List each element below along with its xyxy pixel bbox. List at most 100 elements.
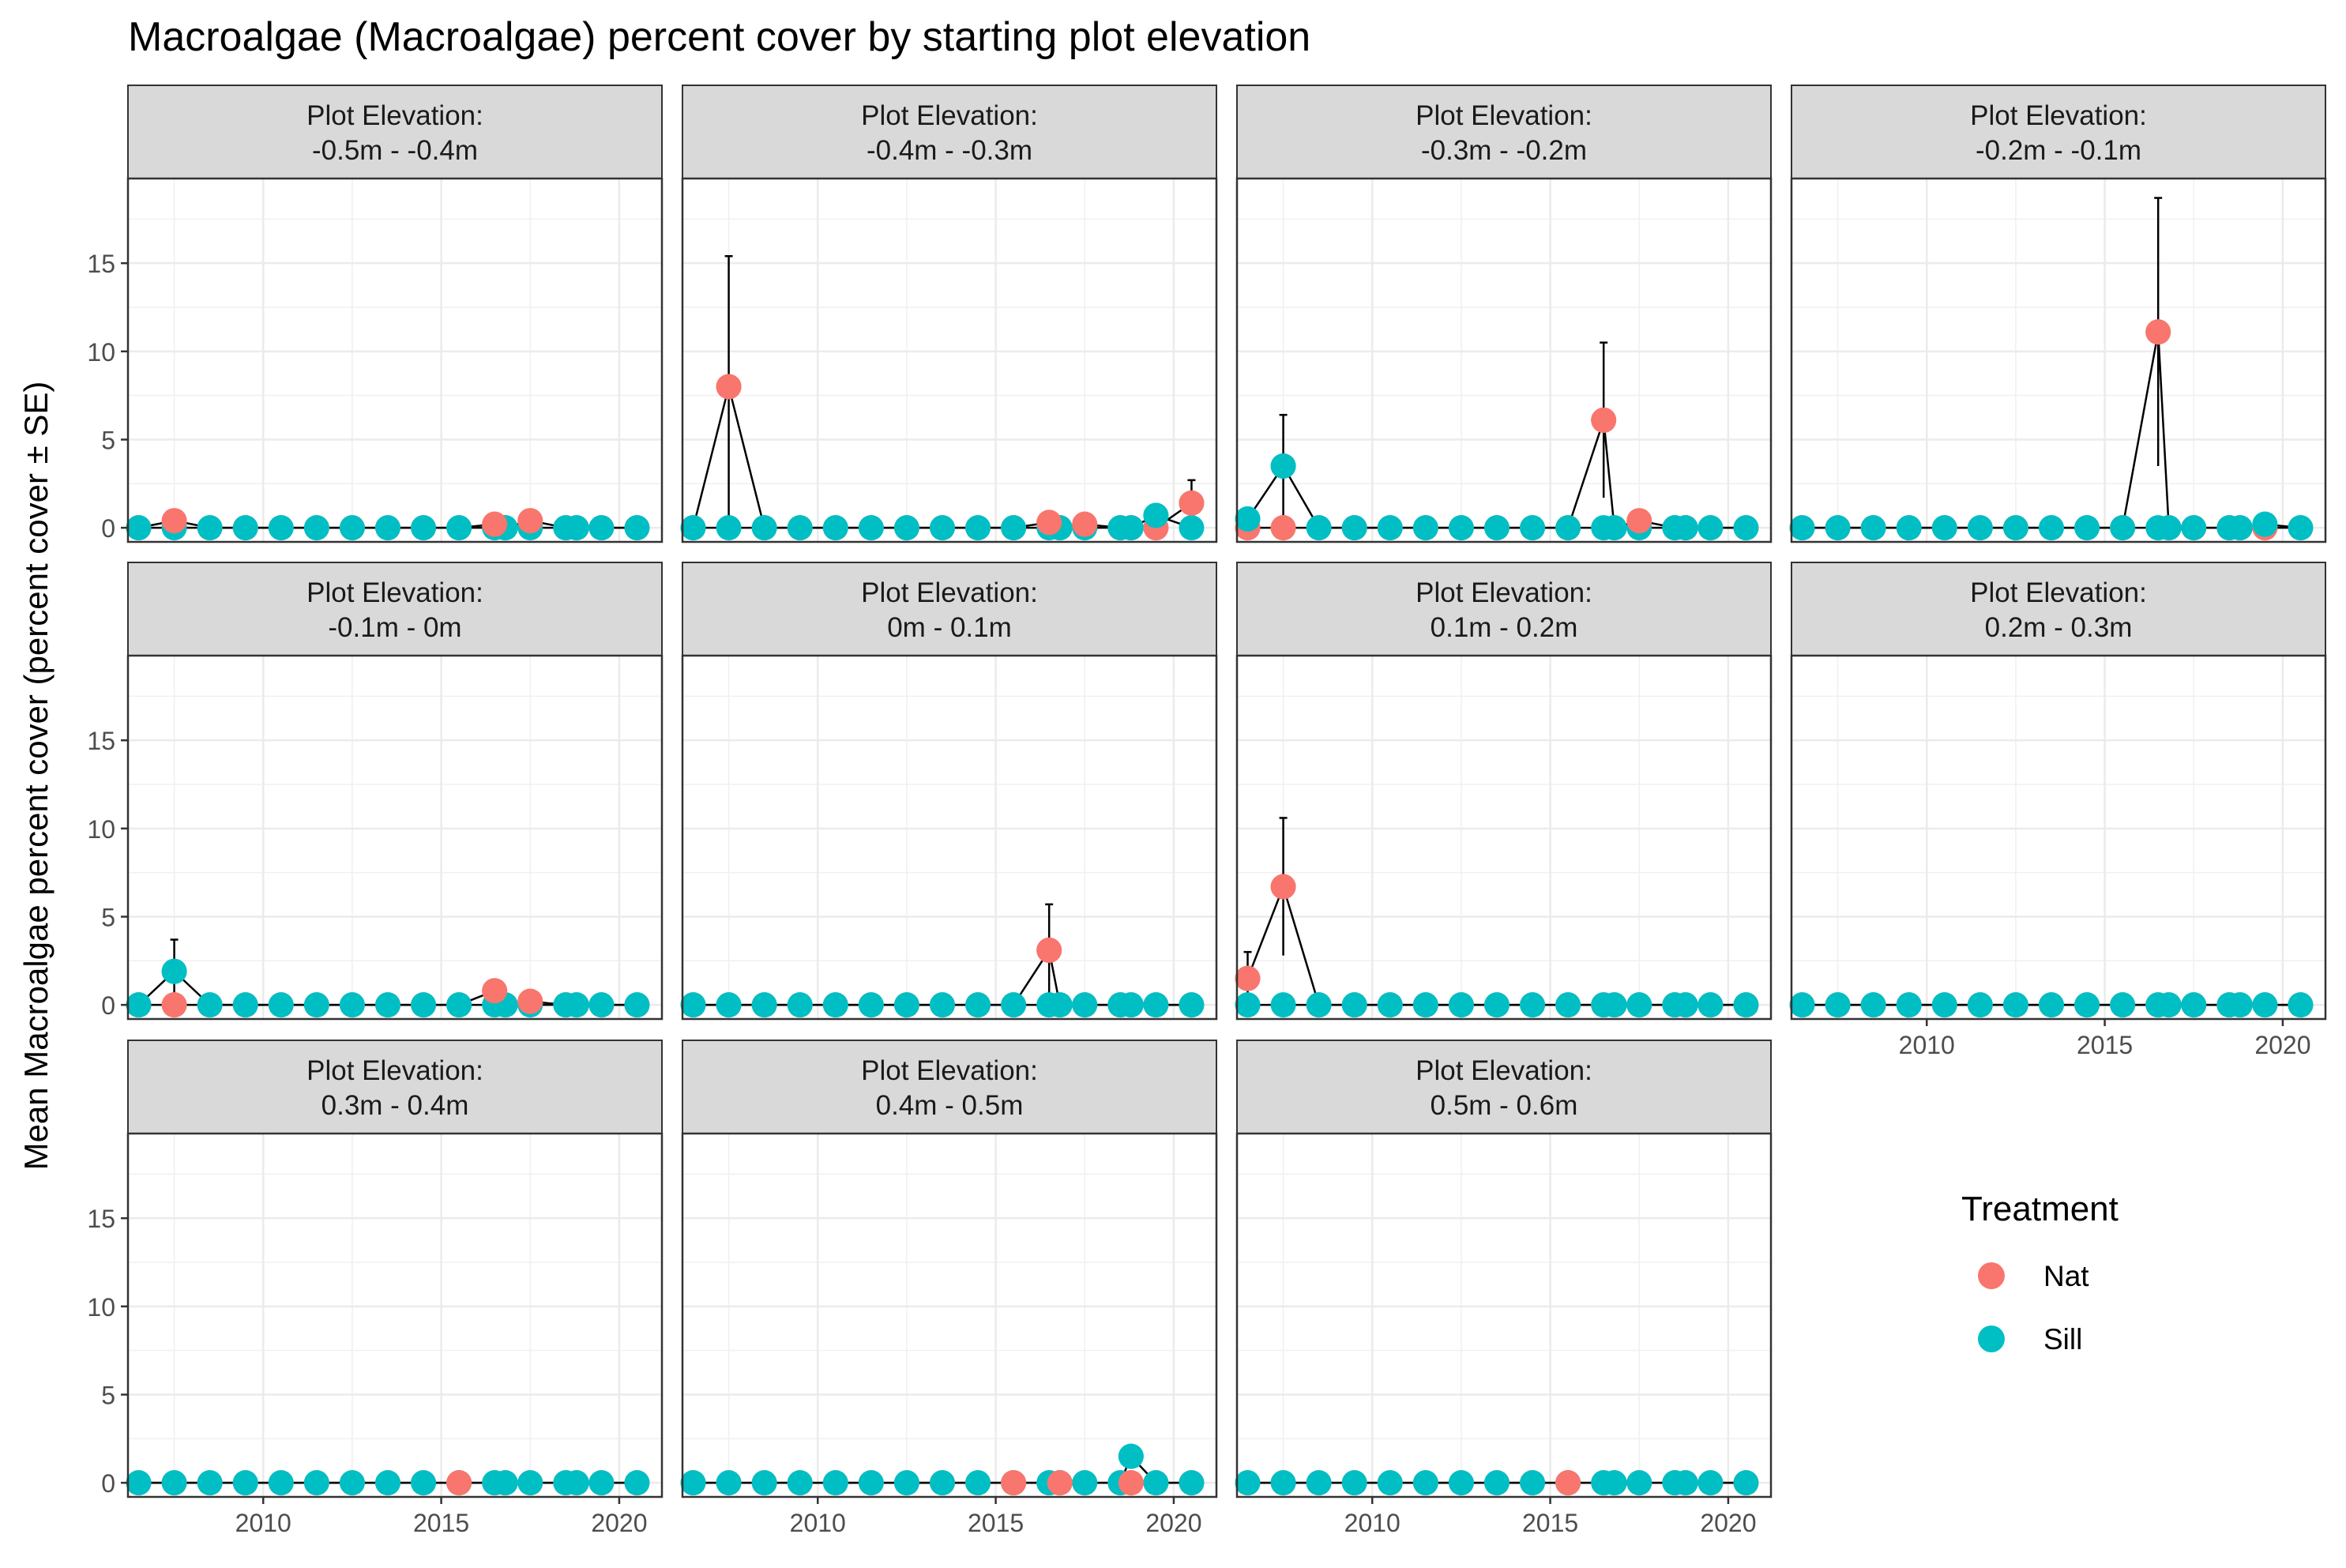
data-point-sill: [2074, 515, 2100, 541]
data-point-sill: [787, 1470, 813, 1496]
data-point-sill: [1306, 515, 1332, 541]
data-point-sill: [929, 1470, 955, 1496]
x-tick-label: 2020: [591, 1509, 647, 1537]
data-point-sill: [751, 1470, 777, 1496]
data-point-nat: [161, 992, 187, 1018]
data-point-sill: [1118, 515, 1144, 541]
data-point-sill: [1118, 1443, 1144, 1469]
legend-entry-nat: Nat: [1978, 1260, 2089, 1292]
data-point-sill: [1306, 992, 1332, 1018]
data-point-sill: [680, 1470, 706, 1496]
data-point-sill: [1697, 515, 1724, 541]
data-point-nat: [1036, 510, 1062, 536]
legend-label: Sill: [2043, 1323, 2082, 1356]
data-point-sill: [303, 515, 329, 541]
data-point-sill: [411, 992, 437, 1018]
data-point-sill: [965, 992, 991, 1018]
data-point-sill: [563, 1470, 589, 1496]
facet-strip-prefix: Plot Elevation:: [861, 100, 1038, 131]
data-point-sill: [893, 1470, 919, 1496]
x-axis: 2010 2015 2020: [235, 1497, 648, 1537]
data-point-sill: [1697, 1470, 1724, 1496]
data-point-sill: [624, 1470, 650, 1496]
panel-border: [1790, 654, 2327, 1021]
data-point-sill: [858, 1470, 884, 1496]
data-point-sill: [1626, 992, 1652, 1018]
data-point-sill: [2181, 515, 2207, 541]
facet-panel: Plot Elevation: 0.5m - 0.6m 2010 2015 2020: [1235, 1040, 1773, 1537]
facet-strip-prefix: Plot Elevation:: [1970, 100, 2147, 131]
panel-border: [126, 1132, 664, 1498]
data-point-sill: [1179, 1470, 1205, 1496]
data-point-sill: [822, 515, 848, 541]
data-point-sill: [2288, 515, 2314, 541]
legend-title: Treatment: [1961, 1190, 2119, 1228]
data-point-sill: [1235, 506, 1261, 532]
x-axis: 2010 2015 2020: [1344, 1497, 1757, 1537]
x-tick-label: 2020: [1145, 1509, 1201, 1537]
data-point-sill: [1270, 992, 1296, 1018]
data-point-sill: [339, 992, 365, 1018]
data-point-sill: [822, 992, 848, 1018]
gridlines: [1237, 656, 1771, 1019]
data-point-sill: [1520, 1470, 1546, 1496]
panel-background: [1237, 179, 1771, 542]
data-point-sill: [303, 992, 329, 1018]
data-point-sill: [1341, 992, 1367, 1018]
y-tick-label: 5: [101, 426, 115, 454]
facet-strip-prefix: Plot Elevation:: [1415, 100, 1592, 131]
data-points: [680, 937, 1205, 1018]
panel-border: [126, 177, 664, 543]
data-point-sill: [893, 992, 919, 1018]
facet-strip-label: 0m - 0.1m: [887, 612, 1012, 643]
data-point-sill: [197, 992, 223, 1018]
data-point-sill: [716, 1470, 742, 1496]
data-point-nat: [446, 1470, 472, 1496]
data-point-sill: [1143, 992, 1169, 1018]
data-point-sill: [1448, 515, 1474, 541]
data-point-sill: [126, 1470, 152, 1496]
data-point-sill: [2227, 992, 2253, 1018]
panel-border: [681, 1132, 1218, 1498]
data-point-sill: [1483, 515, 1509, 541]
data-point-nat: [1626, 508, 1652, 534]
data-point-sill: [1072, 992, 1098, 1018]
data-point-sill: [268, 1470, 294, 1496]
data-point-sill: [624, 515, 650, 541]
data-point-sill: [2227, 515, 2253, 541]
panel-background: [1237, 656, 1771, 1019]
data-point-sill: [822, 1470, 848, 1496]
data-point-sill: [1789, 992, 1815, 1018]
panel-background: [682, 1134, 1216, 1497]
x-tick-label: 2010: [1344, 1509, 1400, 1537]
data-points: [680, 374, 1205, 541]
data-point-sill: [1626, 1470, 1652, 1496]
data-point-nat: [1270, 874, 1296, 900]
data-point-sill: [232, 1470, 258, 1496]
data-point-sill: [374, 1470, 400, 1496]
legend-key-sill: [1978, 1325, 2005, 1352]
data-point-nat: [482, 511, 508, 537]
data-point-sill: [787, 515, 813, 541]
data-point-sill: [787, 992, 813, 1018]
facet-strip-label: -0.1m - 0m: [328, 612, 461, 643]
facet-strip-label: 0.4m - 0.5m: [876, 1090, 1024, 1121]
data-point-nat: [1001, 1470, 1027, 1496]
data-point-sill: [929, 515, 955, 541]
data-point-sill: [1931, 992, 1957, 1018]
facet-strip-prefix: Plot Elevation:: [1970, 577, 2147, 608]
data-point-sill: [1072, 1470, 1098, 1496]
data-point-nat: [517, 508, 543, 534]
data-point-nat: [1047, 1470, 1073, 1496]
data-point-sill: [492, 1470, 518, 1496]
y-tick-label: 15: [87, 727, 115, 755]
facet-panel: Plot Elevation: -0.1m - 0m 0 5 10 15: [87, 562, 664, 1021]
panel-background: [1791, 179, 2325, 542]
facet-strip: [127, 562, 663, 656]
facet-strip-label: -0.4m - -0.3m: [867, 135, 1032, 166]
data-point-sill: [1235, 1470, 1261, 1496]
facet-strip-prefix: Plot Elevation:: [861, 577, 1038, 608]
legend: Treatment Nat Sill: [1961, 1190, 2119, 1356]
